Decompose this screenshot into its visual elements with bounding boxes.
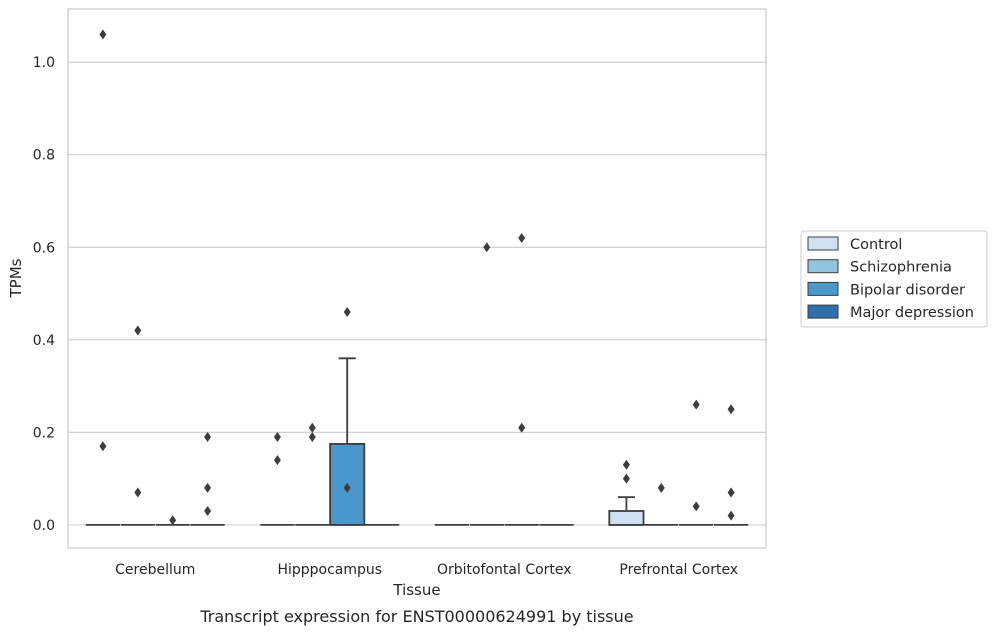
x-tick-label: Hipppocampus [277, 562, 382, 578]
outlier-point [343, 482, 351, 493]
box-bipolar-disorder [679, 399, 714, 526]
box-control [260, 431, 295, 526]
plot-frame [67, 8, 767, 549]
outlier-point [692, 501, 700, 512]
box-schizophrenia [644, 482, 679, 526]
legend-swatch [807, 304, 839, 319]
box-major-depression [713, 404, 749, 526]
legend-frame [800, 230, 988, 328]
y-tick-label: 0.8 [33, 148, 55, 164]
x-axis-label: Tissue [392, 581, 440, 599]
outlier-point [483, 242, 491, 253]
outlier-point [273, 431, 281, 442]
box-bipolar-disorder [329, 307, 366, 526]
y-tick-label: 0.2 [33, 425, 55, 441]
outlier-point [99, 441, 107, 452]
box-series [85, 29, 749, 526]
box-rect [608, 510, 645, 526]
outlier-point [727, 487, 735, 498]
x-tick-label: Orbitofontal Cortex [437, 562, 572, 578]
outlier-point [134, 325, 142, 336]
y-axis-ticks: 0.0 0.2 0.4 0.6 0.8 1.0 [33, 55, 55, 534]
outlier-point [343, 307, 351, 318]
legend-label: Schizophrenia [850, 260, 952, 276]
outlier-point [204, 482, 212, 493]
chart-caption: Transcript expression for ENST0000062499… [199, 607, 633, 626]
box-bipolar-disorder [155, 515, 190, 526]
y-tick-label: 1.0 [33, 55, 55, 71]
outlier-point [622, 459, 630, 470]
outlier-point [518, 422, 526, 433]
outlier-point [134, 487, 142, 498]
outlier-point [727, 510, 735, 521]
x-tick-label: Cerebellum [115, 562, 195, 578]
legend-label: Major depression [850, 305, 974, 321]
outlier-point [518, 233, 526, 244]
legend-label: Control [850, 237, 902, 253]
y-tick-label: 0.6 [33, 240, 55, 256]
plot-area [68, 9, 766, 548]
y-tick-label: 0.4 [33, 333, 55, 349]
outlier-point [169, 515, 177, 526]
legend-label: Bipolar disorder [850, 282, 965, 298]
box-schizophrenia [469, 242, 504, 526]
outlier-point [99, 29, 107, 40]
y-axis-label: TPMs [7, 258, 25, 298]
box-control [608, 459, 645, 526]
outlier-point [273, 455, 281, 466]
box-bipolar-disorder [504, 233, 539, 526]
outlier-point [308, 431, 316, 442]
outlier-point [308, 422, 316, 433]
legend: Control Schizophrenia Bipolar disorder Majo… [800, 230, 988, 328]
y-tick-label: 0.0 [33, 518, 55, 534]
legend-swatch [807, 236, 839, 251]
legend-swatch [807, 259, 839, 274]
box-control [85, 29, 121, 526]
outlier-point [204, 431, 212, 442]
box-schizophrenia [120, 325, 155, 526]
outlier-point [622, 473, 630, 484]
outlier-point [204, 505, 212, 516]
x-axis-ticks: Cerebellum Hipppocampus Orbitofontal Corte… [115, 562, 738, 578]
box-schizophrenia [295, 422, 330, 526]
box-major-depression [190, 431, 225, 526]
outlier-point [727, 404, 735, 415]
outlier-point [692, 399, 700, 410]
legend-swatch [807, 281, 839, 296]
outlier-point [657, 482, 665, 493]
x-tick-label: Prefrontal Cortex [619, 562, 738, 578]
